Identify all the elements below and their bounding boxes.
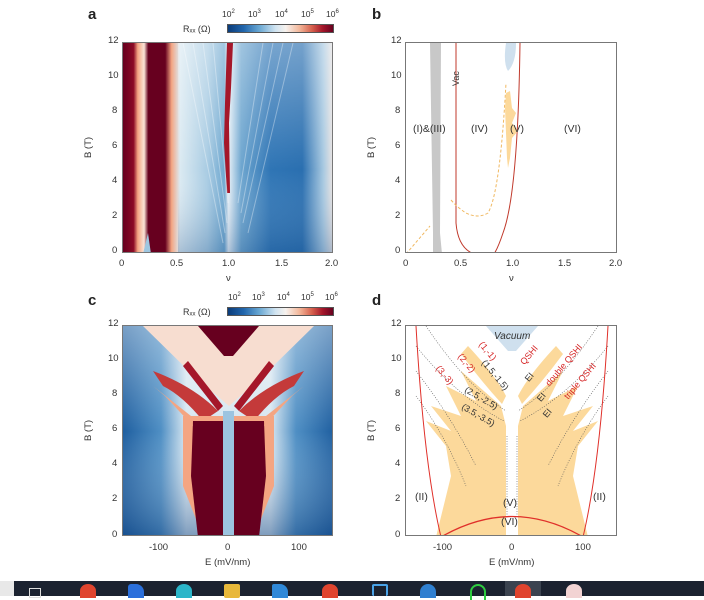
region-label: (V) (510, 123, 524, 135)
region-label: (II) (593, 491, 606, 503)
ytick: 2 (395, 493, 401, 504)
ytick: 12 (391, 318, 402, 329)
phase-diagram-b (405, 42, 617, 253)
panel-label-a: a (88, 6, 97, 23)
cbar-tick: 102 (222, 9, 235, 19)
colorbar-c (227, 307, 334, 316)
taskbar (14, 581, 704, 596)
ylabel-b: B (T) (366, 136, 378, 159)
region-label: (VI) (501, 516, 518, 528)
vacuum-label: Vacuum (494, 331, 531, 342)
ytick: 8 (395, 388, 401, 399)
xtick: 0 (403, 258, 409, 269)
ytick: 8 (112, 388, 118, 399)
region-label: (VI) (564, 123, 581, 135)
chrome-icon-2[interactable] (322, 584, 338, 598)
xtick: 0.5 (170, 258, 184, 269)
xtick: -100 (433, 542, 453, 553)
xtick: 1.5 (275, 258, 289, 269)
xtick: 1.0 (222, 258, 236, 269)
xtick: 0 (225, 542, 231, 553)
ylabel-d: B (T) (366, 419, 378, 442)
ytick: 10 (108, 70, 119, 81)
xlabel-d: E (mV/nm) (489, 557, 535, 568)
ytick: 0 (112, 529, 118, 540)
ytick: 0 (112, 245, 118, 256)
folder-icon[interactable] (224, 584, 240, 598)
cbar-tick: 105 (301, 9, 314, 19)
xtick: 0 (509, 542, 515, 553)
heatmap-c (122, 325, 333, 536)
colorbar-a (227, 24, 334, 33)
xtick: 1.5 (558, 258, 572, 269)
edge-icon[interactable] (176, 584, 192, 598)
ytick: 2 (395, 210, 401, 221)
chrome-active-icon[interactable] (515, 584, 531, 598)
phase-diagram-d (405, 325, 617, 536)
ytick: 8 (395, 105, 401, 116)
cbar-tick: 106 (326, 9, 339, 19)
heatmap-a (122, 42, 333, 253)
panel-label-c: c (88, 292, 97, 309)
ytick: 4 (112, 175, 118, 186)
panel-label-d: d (372, 292, 382, 309)
ytick: 8 (112, 105, 118, 116)
xtick: 100 (575, 542, 591, 553)
ytick: 4 (395, 458, 401, 469)
panel-label-b: b (372, 6, 382, 23)
ytick: 6 (395, 423, 401, 434)
cbar-tick: 104 (275, 9, 288, 19)
colorbar-label-a: Rₓₓ (Ω) (183, 24, 211, 34)
region-label: (I)&(III) (413, 123, 446, 135)
cbar-tick: 104 (277, 292, 290, 302)
region-label: (II) (415, 491, 428, 503)
xlabel-a: ν (226, 273, 231, 284)
ytick: 2 (112, 493, 118, 504)
ytick: 12 (108, 318, 119, 329)
ytick: 2 (112, 210, 118, 221)
region-label: (V) (503, 497, 517, 509)
whatsapp-icon[interactable] (470, 584, 486, 600)
xtick: 0 (119, 258, 125, 269)
xtick: 1.0 (506, 258, 520, 269)
ytick: 0 (395, 529, 401, 540)
vscode-icon[interactable] (272, 584, 288, 598)
xtick: 2.0 (325, 258, 339, 269)
region-label: (IV) (471, 123, 488, 135)
xtick: -100 (149, 542, 169, 553)
app-icon-2[interactable] (566, 584, 582, 598)
cbar-tick: 105 (301, 292, 314, 302)
ytick: 6 (112, 423, 118, 434)
ytick: 10 (391, 70, 402, 81)
xtick: 0.5 (454, 258, 468, 269)
taskbar-edge (0, 581, 14, 596)
cbar-tick: 103 (252, 292, 265, 302)
xtick: 2.0 (609, 258, 623, 269)
ytick: 4 (395, 175, 401, 186)
xlabel-b: ν (509, 273, 514, 284)
cbar-tick: 103 (248, 9, 261, 19)
ytick: 10 (391, 353, 402, 364)
colorbar-label-c: Rₓₓ (Ω) (183, 307, 211, 317)
ylabel-c: B (T) (83, 419, 95, 442)
chrome-icon[interactable] (80, 584, 96, 598)
mail-icon[interactable] (420, 584, 436, 598)
store-icon[interactable] (372, 584, 388, 596)
ytick: 4 (112, 458, 118, 469)
xtick: 100 (291, 542, 307, 553)
app-icon[interactable] (128, 584, 144, 598)
cbar-tick: 106 (325, 292, 338, 302)
ytick: 6 (112, 140, 118, 151)
ytick: 10 (108, 353, 119, 364)
ytick: 6 (395, 140, 401, 151)
xlabel-c: E (mV/nm) (205, 557, 251, 568)
vac-label: Vac (451, 71, 461, 86)
ytick: 0 (395, 245, 401, 256)
ylabel-a: B (T) (83, 136, 95, 159)
start-icon[interactable] (29, 588, 41, 598)
cbar-tick: 102 (228, 292, 241, 302)
ytick: 12 (391, 35, 402, 46)
ytick: 12 (108, 35, 119, 46)
